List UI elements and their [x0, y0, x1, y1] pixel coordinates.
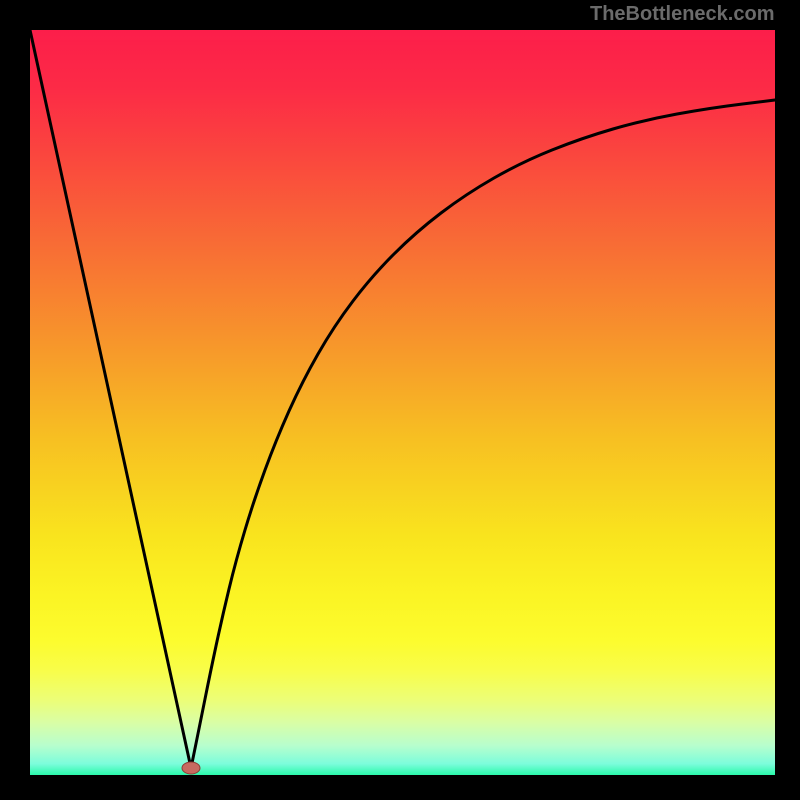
watermark-text: TheBottleneck.com — [590, 3, 774, 26]
curve-layer — [0, 0, 800, 800]
plot-area — [30, 30, 775, 775]
optimal-point-marker — [182, 762, 200, 774]
bottleneck-curve — [30, 30, 775, 768]
chart-container: TheBottleneck.com — [0, 0, 800, 800]
